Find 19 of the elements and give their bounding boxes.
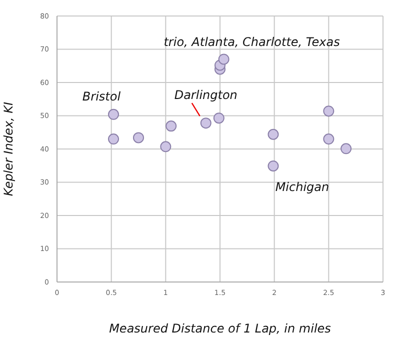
point: [323, 134, 334, 145]
point: [160, 141, 172, 152]
point: [340, 143, 352, 154]
point: [200, 118, 212, 129]
point: [108, 134, 120, 145]
point: [268, 128, 279, 140]
point: [108, 108, 120, 120]
point: [323, 106, 334, 117]
point: [268, 160, 279, 172]
annotation: Bristol: [82, 89, 122, 104]
y-axis-title: Kepler Index, KI: [1, 101, 16, 196]
x-axis-title: Measured Distance of 1 Lap, in miles: [109, 322, 331, 336]
annotation: Michigan: [275, 180, 330, 194]
point: [213, 112, 224, 124]
annotation: trio, Atlanta, Charlotte, Texas: [164, 35, 340, 50]
point: [133, 132, 144, 144]
annotation: Darlington: [174, 88, 238, 102]
point: [218, 54, 230, 65]
point: [166, 120, 177, 132]
